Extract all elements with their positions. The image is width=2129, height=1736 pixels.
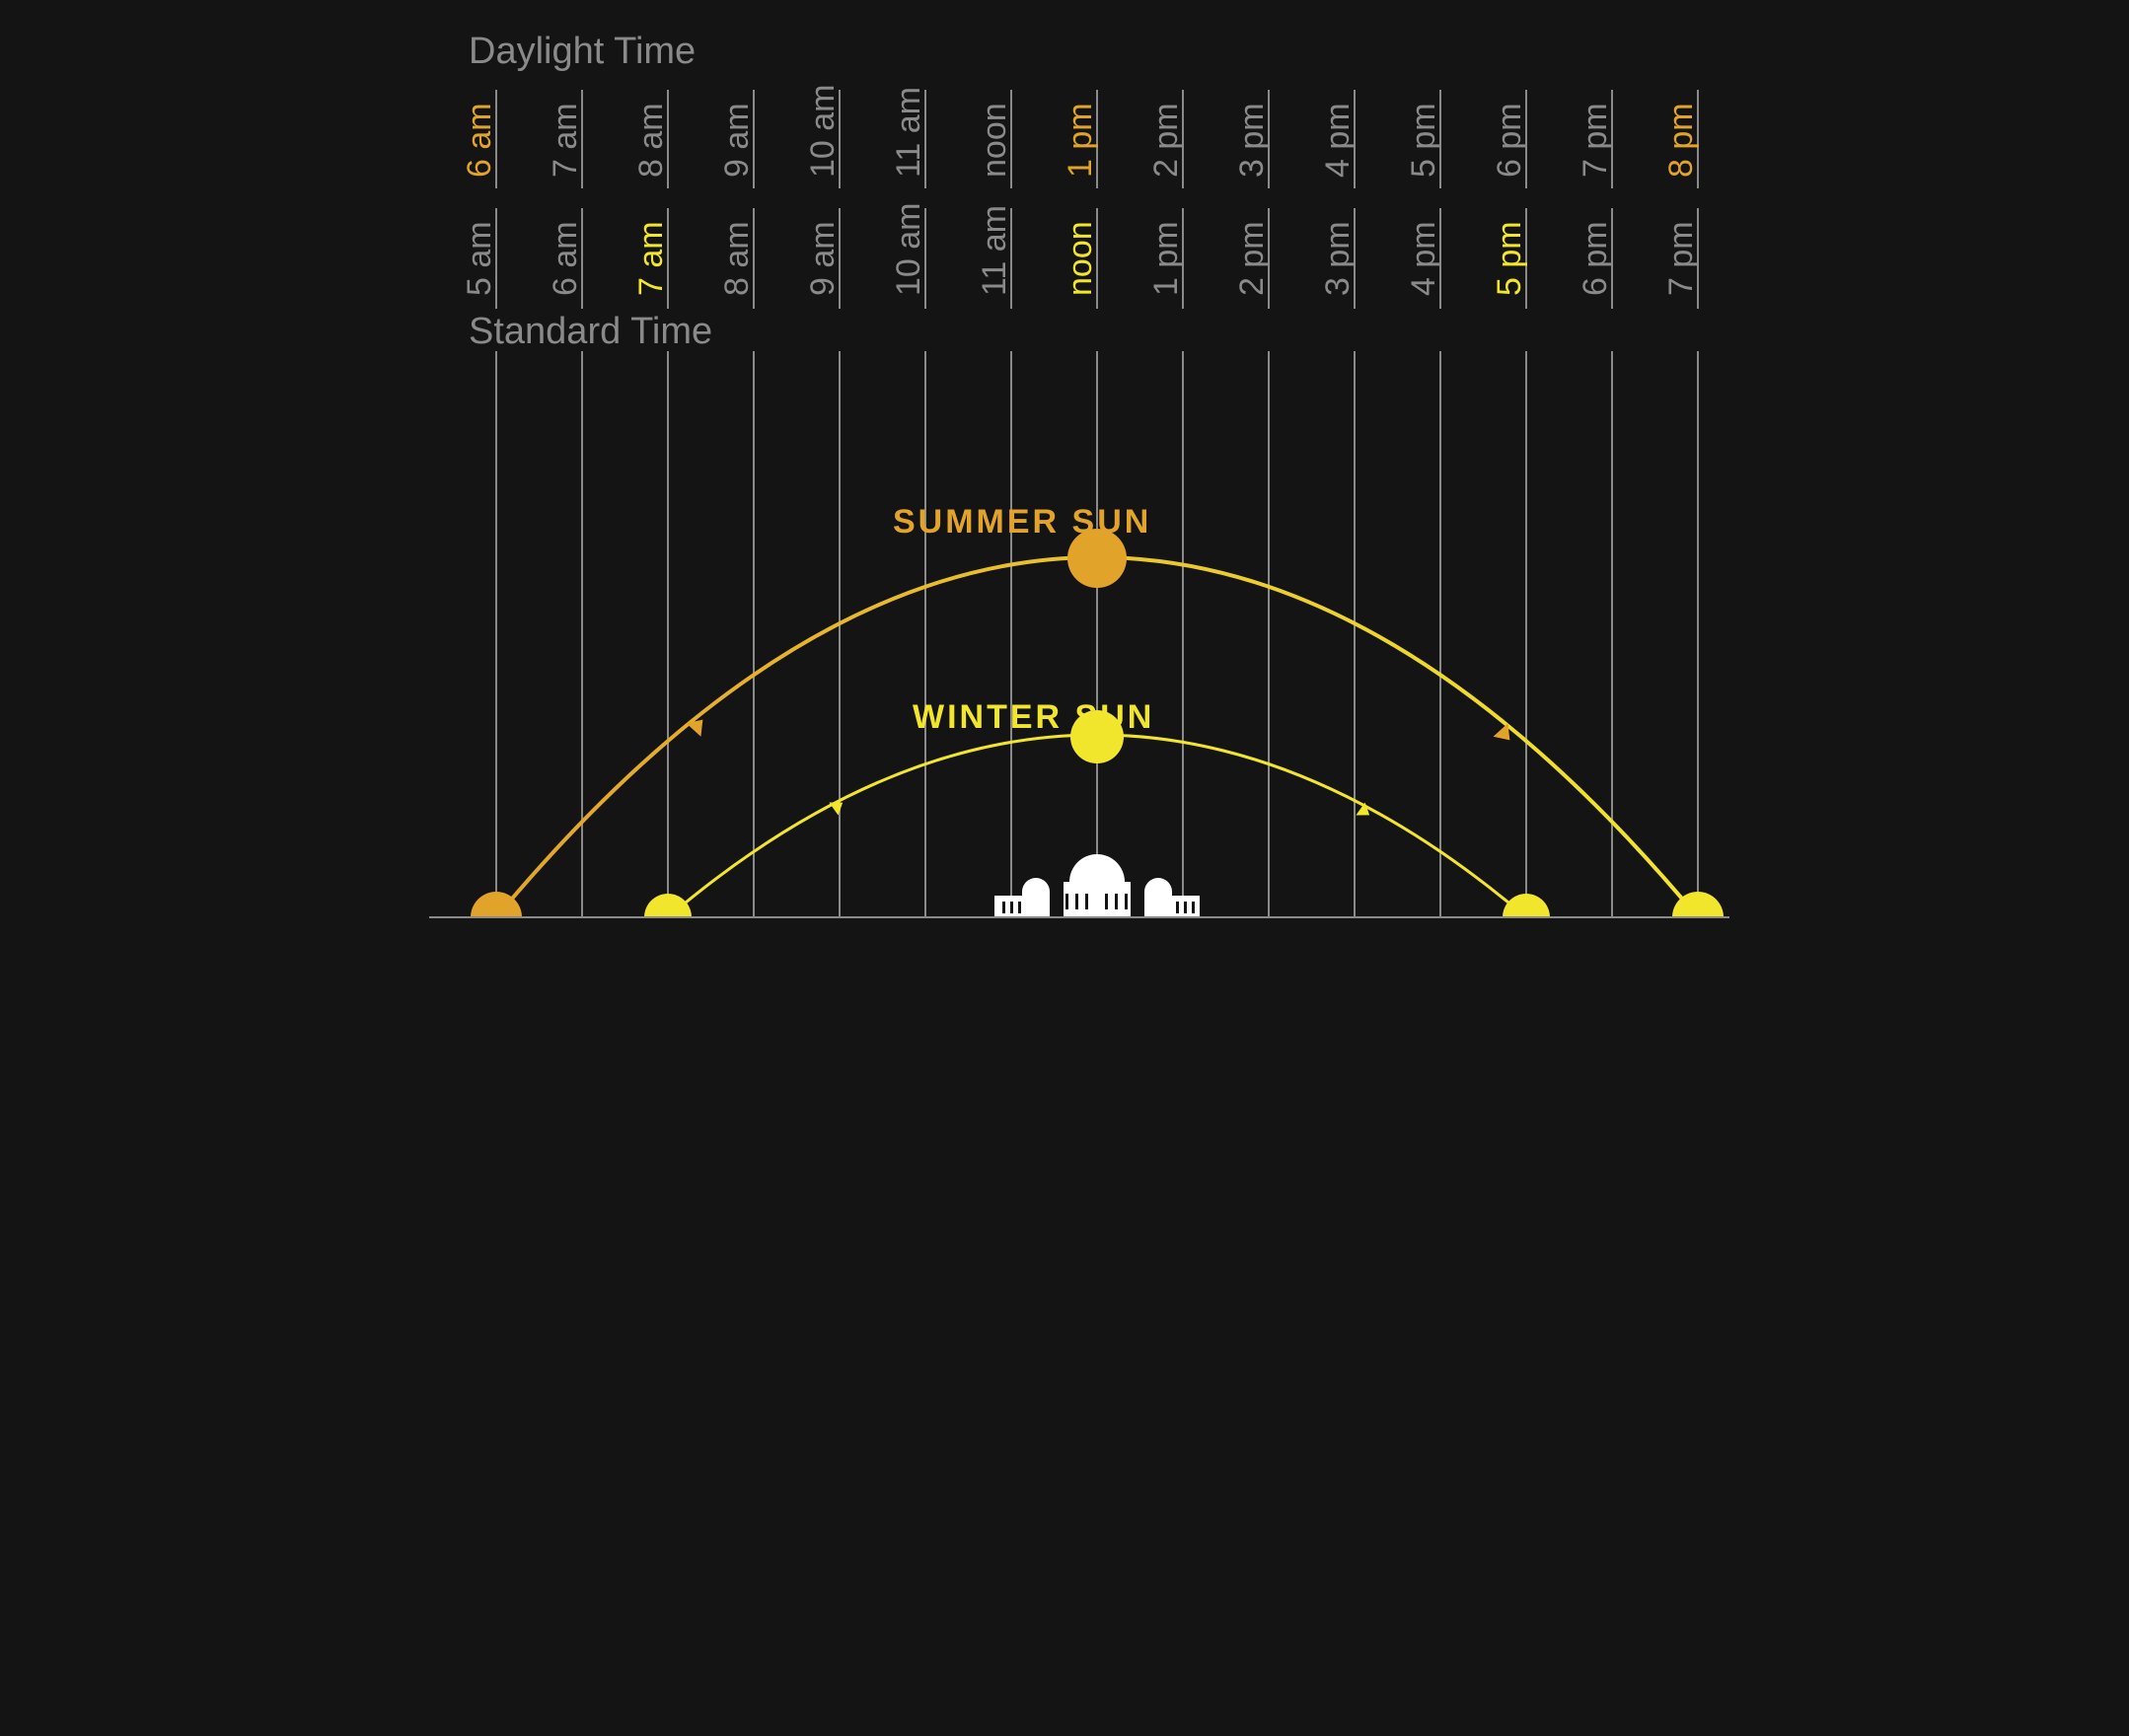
standard-hour-label: 7 pm [1662,221,1700,296]
daylight-hour-label: noon [976,103,1013,178]
standard-hour-label: 10 am [890,203,927,297]
daylight-hour-label: 3 pm [1233,103,1271,178]
standard-hour-label: 2 pm [1233,221,1271,296]
daylight-hour-label: 11 am [890,87,927,178]
standard-hour-label: 8 am [718,221,756,296]
daylight-hour-label: 6 am [461,103,498,178]
title-standard: Standard Time [469,311,712,352]
standard-hour-label: 6 am [547,221,584,296]
standard-hour-label: 1 pm [1147,221,1185,296]
standard-hour-label: 5 am [461,221,498,296]
standard-hour-label: 11 am [976,205,1013,296]
daylight-hour-label: 8 am [632,103,670,178]
daylight-hour-label: 2 pm [1147,103,1185,178]
daylight-hour-label: 8 pm [1662,103,1700,178]
standard-hour-label: 9 am [804,221,842,296]
daylight-hour-label: 9 am [718,103,756,178]
standard-hour-label: 6 pm [1577,221,1614,296]
winter-noon-sun-icon [1070,710,1124,763]
title-daylight: Daylight Time [469,31,696,72]
daylight-hour-label: 7 am [547,103,584,178]
standard-hour-label: 4 pm [1405,221,1442,296]
daylight-hour-label: 7 pm [1577,103,1614,178]
daylight-hour-label: 4 pm [1319,103,1357,178]
daylight-hour-label: 1 pm [1062,103,1099,178]
daylight-hour-label: 5 pm [1405,103,1442,178]
horizon-mask [400,918,1729,969]
standard-hour-label: 5 pm [1491,221,1528,296]
standard-hour-label: 3 pm [1319,221,1357,296]
standard-hour-label: 7 am [632,221,670,296]
standard-hour-label: noon [1062,221,1099,296]
summer-noon-sun-icon [1067,529,1127,588]
daylight-hour-label: 10 am [804,85,842,179]
daylight-hour-label: 6 pm [1491,103,1528,178]
